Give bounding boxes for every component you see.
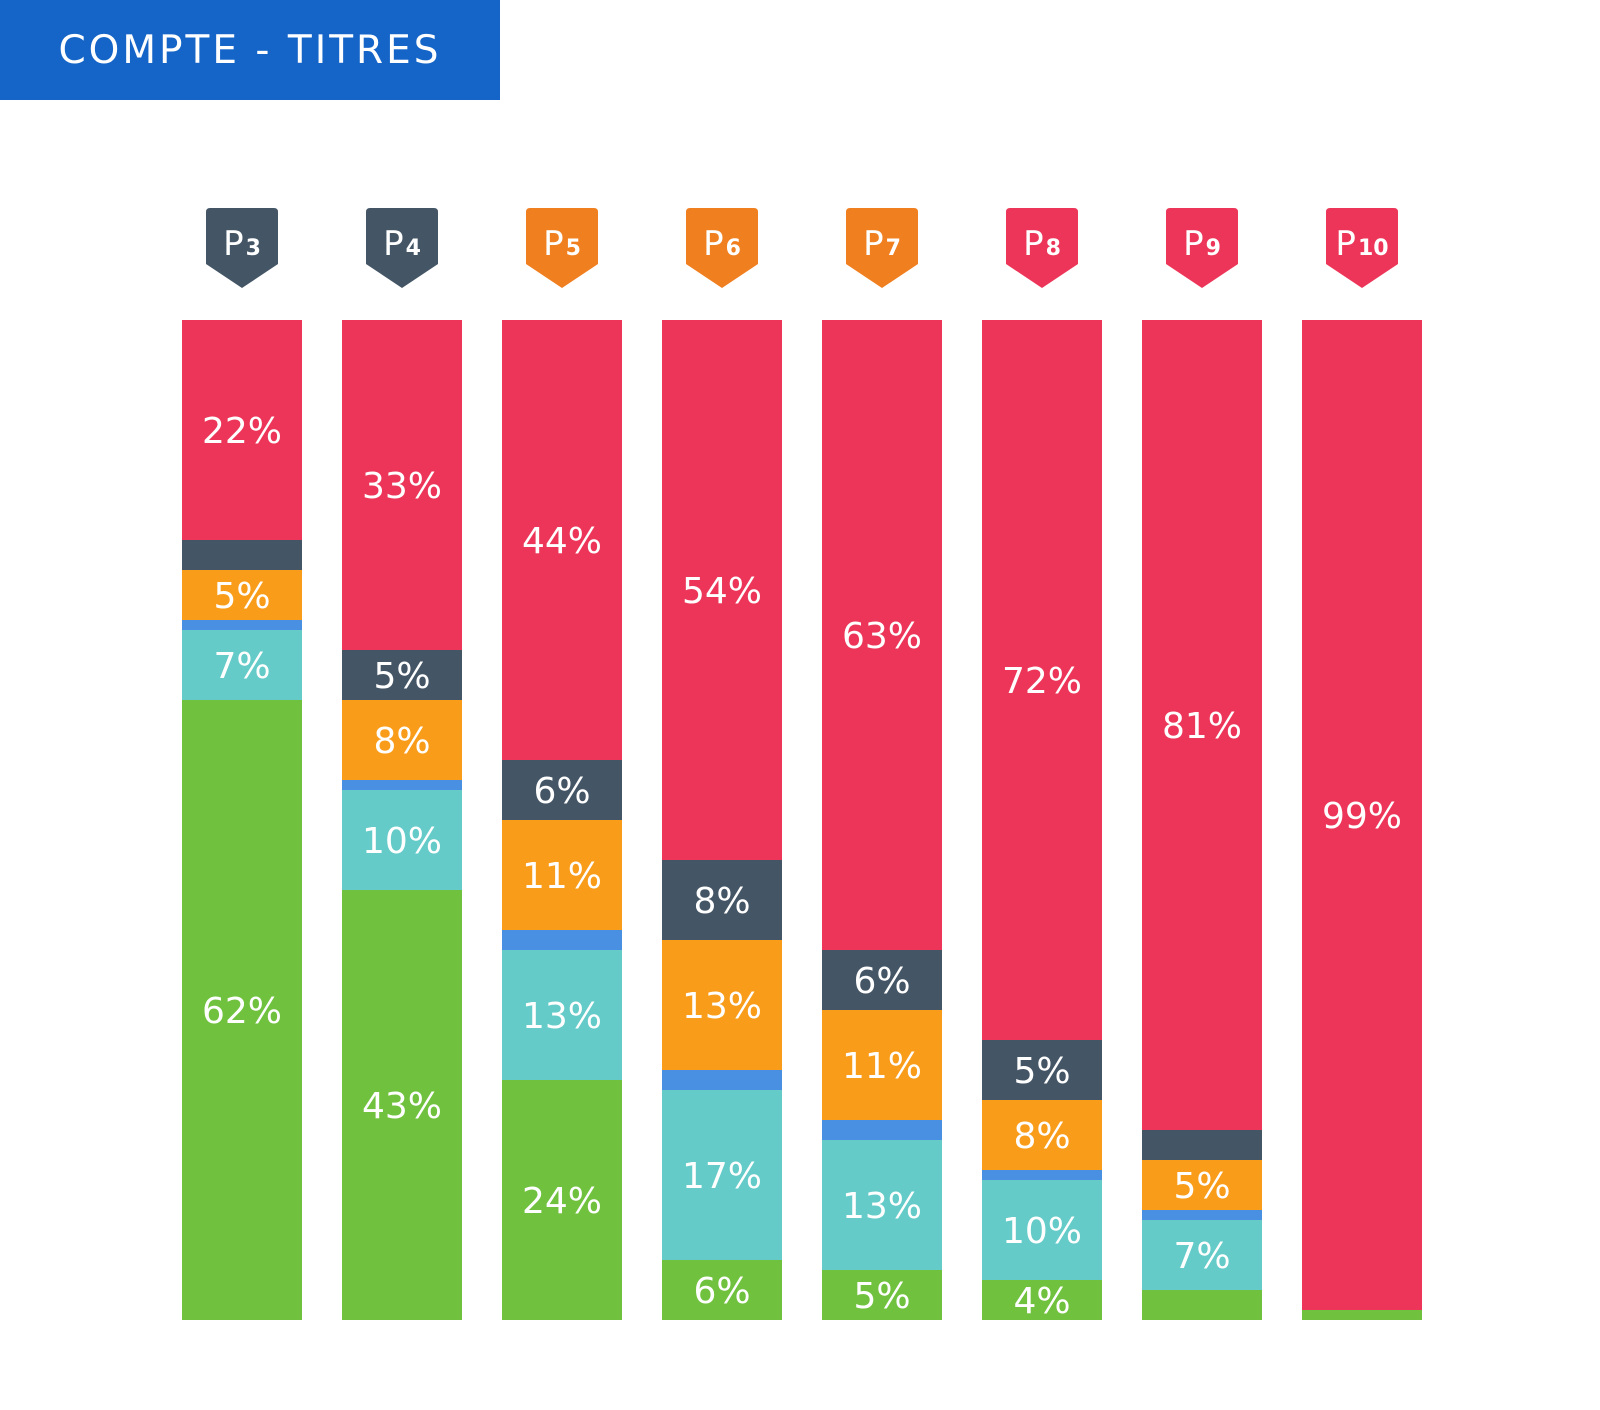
bar-segment-p5-blue — [502, 930, 622, 950]
badge-label-p5: P5 — [543, 224, 581, 264]
badge-label-p3: P3 — [223, 224, 261, 264]
data-label-p4-green: 43% — [362, 1086, 442, 1127]
bar-segment-p8-dark — [982, 1040, 1102, 1100]
bar-segment-p6-orange — [662, 940, 782, 1070]
badge-p8 — [1006, 208, 1078, 288]
data-label-p8-dark: 5% — [1013, 1051, 1070, 1092]
data-label-p3-orange: 5% — [213, 576, 270, 617]
data-label-p7-dark: 6% — [853, 961, 910, 1002]
bar-segment-p3-green — [182, 700, 302, 1320]
bar-segment-p6-red — [662, 320, 782, 860]
bar-segment-p9-blue — [1142, 1210, 1262, 1220]
chart-title: COMPTE - TITRES — [58, 27, 442, 73]
bar-segment-p6-blue — [662, 1070, 782, 1090]
bar-segment-p7-orange — [822, 1010, 942, 1120]
data-label-p7-orange: 11% — [842, 1046, 922, 1087]
bar-segment-p10-green — [1302, 1310, 1422, 1320]
bar-segment-p9-dark — [1142, 1130, 1262, 1160]
bar-segment-p7-dark — [822, 950, 942, 1010]
badge-label-p8: P8 — [1023, 224, 1061, 264]
bar-segment-p6-green — [662, 1260, 782, 1320]
bar-segment-p3-orange — [182, 570, 302, 620]
data-label-p6-red: 54% — [682, 571, 762, 612]
bar-segment-p7-red — [822, 320, 942, 950]
badge-label-p7: P7 — [863, 224, 901, 264]
data-label-p4-orange: 8% — [373, 721, 430, 762]
data-label-p6-teal: 17% — [682, 1156, 762, 1197]
data-label-p5-teal: 13% — [522, 996, 602, 1037]
bar-segment-p6-dark — [662, 860, 782, 940]
data-label-p5-green: 24% — [522, 1181, 602, 1222]
data-label-p3-teal: 7% — [213, 646, 270, 687]
bar-segment-p9-green — [1142, 1290, 1262, 1320]
data-label-p8-green: 4% — [1013, 1281, 1070, 1322]
data-label-p3-green: 62% — [202, 991, 282, 1032]
bar-segment-p8-green — [982, 1280, 1102, 1320]
badge-p10 — [1326, 208, 1398, 288]
bar-segment-p7-teal — [822, 1140, 942, 1270]
data-label-p9-orange: 5% — [1173, 1166, 1230, 1207]
bar-segment-p4-teal — [342, 790, 462, 890]
data-label-p6-dark: 8% — [693, 881, 750, 922]
bar-segment-p10-red — [1302, 320, 1422, 1310]
badge-label-p6: P6 — [703, 224, 741, 264]
badge-p6 — [686, 208, 758, 288]
bar-segment-p3-blue — [182, 620, 302, 630]
badge-label-p9: P9 — [1183, 224, 1221, 264]
bar-segment-p6-teal — [662, 1090, 782, 1260]
badge-p3 — [206, 208, 278, 288]
bar-segment-p8-orange — [982, 1100, 1102, 1170]
bar-segment-p9-red — [1142, 320, 1262, 1130]
badge-label-p4: P4 — [383, 224, 421, 264]
bar-segment-p4-red — [342, 320, 462, 650]
chart-title-banner: COMPTE - TITRES — [0, 0, 500, 100]
data-label-p7-teal: 13% — [842, 1186, 922, 1227]
bar-segment-p9-teal — [1142, 1220, 1262, 1290]
data-label-p10-red: 99% — [1322, 796, 1402, 837]
badge-label-p10: P10 — [1335, 224, 1388, 264]
bar-segment-p3-teal — [182, 630, 302, 700]
bar-segment-p5-red — [502, 320, 622, 760]
badge-p4 — [366, 208, 438, 288]
bar-segment-p4-blue — [342, 780, 462, 790]
bar-segment-p7-green — [822, 1270, 942, 1320]
data-label-p9-red: 81% — [1162, 706, 1242, 747]
bar-segment-p3-red — [182, 320, 302, 540]
data-label-p9-teal: 7% — [1173, 1236, 1230, 1277]
badge-p7 — [846, 208, 918, 288]
data-label-p6-orange: 13% — [682, 986, 762, 1027]
data-label-p8-teal: 10% — [1002, 1211, 1082, 1252]
bar-segment-p8-teal — [982, 1180, 1102, 1280]
bar-segment-p4-green — [342, 890, 462, 1320]
bar-segment-p9-orange — [1142, 1160, 1262, 1210]
data-label-p5-orange: 11% — [522, 856, 602, 897]
bar-segment-p5-teal — [502, 950, 622, 1080]
data-label-p8-orange: 8% — [1013, 1116, 1070, 1157]
data-label-p7-green: 5% — [853, 1276, 910, 1317]
bar-segment-p8-blue — [982, 1170, 1102, 1180]
bar-segment-p4-dark — [342, 650, 462, 700]
bar-segment-p5-dark — [502, 760, 622, 820]
bar-segment-p5-orange — [502, 820, 622, 930]
data-label-p4-red: 33% — [362, 466, 442, 507]
data-label-p6-green: 6% — [693, 1271, 750, 1312]
bar-segment-p3-dark — [182, 540, 302, 570]
bar-segment-p7-blue — [822, 1120, 942, 1140]
data-label-p4-teal: 10% — [362, 821, 442, 862]
badge-p5 — [526, 208, 598, 288]
bar-segment-p5-green — [502, 1080, 622, 1320]
data-label-p4-dark: 5% — [373, 656, 430, 697]
data-label-p5-red: 44% — [522, 521, 602, 562]
bar-segment-p8-red — [982, 320, 1102, 1040]
badge-p9 — [1166, 208, 1238, 288]
data-label-p5-dark: 6% — [533, 771, 590, 812]
bar-segment-p4-orange — [342, 700, 462, 780]
data-label-p8-red: 72% — [1002, 661, 1082, 702]
data-label-p3-red: 22% — [202, 411, 282, 452]
data-label-p7-red: 63% — [842, 616, 922, 657]
